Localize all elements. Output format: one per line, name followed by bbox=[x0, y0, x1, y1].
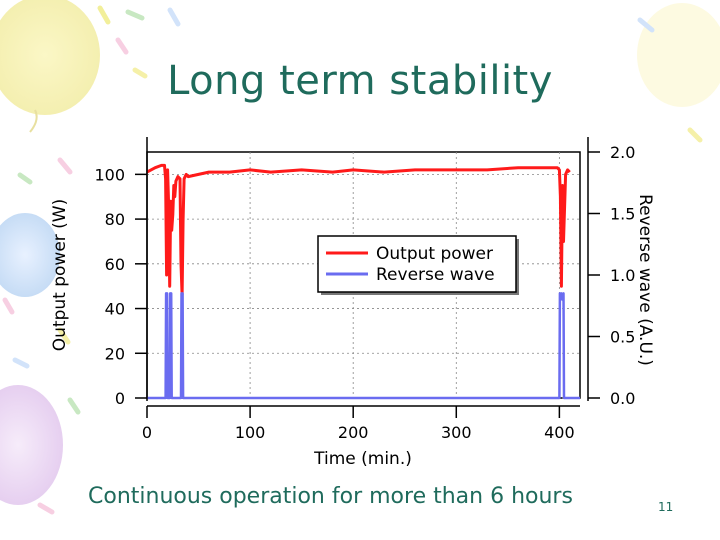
balloon-decoration bbox=[0, 0, 720, 505]
series-line-reverse-wave bbox=[147, 292, 580, 400]
y2-tick-label: 1.5 bbox=[610, 205, 635, 224]
slide-title: Long term stability bbox=[167, 58, 553, 104]
legend-label: Reverse wave bbox=[376, 265, 495, 285]
y-tick-label: 80 bbox=[105, 210, 125, 229]
y-tick-label: 20 bbox=[105, 344, 125, 363]
series-line-output-power bbox=[146, 163, 571, 297]
y-tick-label: 100 bbox=[94, 165, 125, 184]
x-axis-label: Time (min.) bbox=[313, 449, 412, 469]
series-layer bbox=[146, 163, 580, 400]
legend-box bbox=[317, 235, 517, 293]
legend-label: Output power bbox=[376, 244, 493, 264]
x-tick-label: 300 bbox=[441, 423, 472, 442]
x-tick-label: 100 bbox=[235, 423, 266, 442]
y2-axis-label: Reverse wave (A.U.) bbox=[635, 194, 655, 366]
y2-tick-label: 2.0 bbox=[610, 143, 635, 162]
y2-tick-label: 0.5 bbox=[610, 328, 635, 347]
x-tick-label: 200 bbox=[338, 423, 369, 442]
confetti-decoration bbox=[2, 5, 703, 515]
y-tick-label: 40 bbox=[105, 300, 125, 319]
y-tick-label: 60 bbox=[105, 255, 125, 274]
x-tick-label: 0 bbox=[142, 423, 152, 442]
x-tick-label: 400 bbox=[544, 423, 575, 442]
slide-caption: Continuous operation for more than 6 hou… bbox=[88, 484, 573, 509]
slide-number: 11 bbox=[658, 500, 674, 514]
y2-tick-label: 0.0 bbox=[610, 389, 635, 408]
y-tick-label: 0 bbox=[115, 389, 125, 408]
y-axis-label: Output power (W) bbox=[50, 199, 70, 351]
axes-layer: 0 20 40 60 80 100 0 100 200 300 400 0.0 0.5 1.0 1.5 2.0 bbox=[94, 137, 635, 442]
y2-tick-label: 1.0 bbox=[610, 266, 635, 285]
